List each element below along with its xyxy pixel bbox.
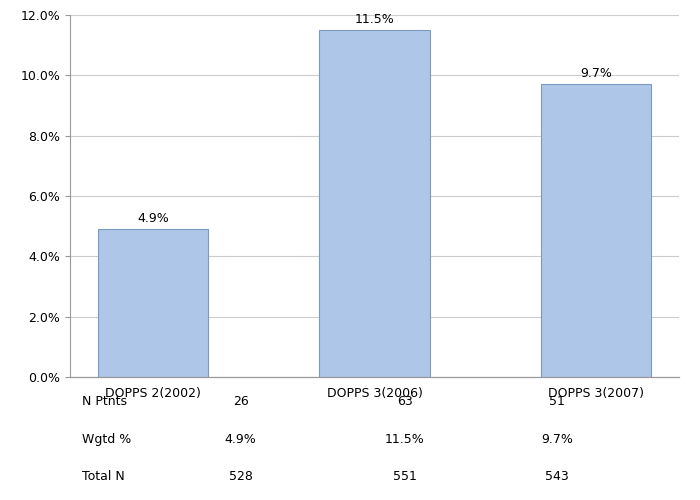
Bar [540,84,651,377]
Text: 26: 26 [232,396,248,408]
Text: 51: 51 [550,396,565,408]
Text: 11.5%: 11.5% [385,432,425,446]
Text: Total N: Total N [82,470,125,483]
Text: 11.5%: 11.5% [355,12,394,26]
Text: N Ptnts: N Ptnts [82,396,127,408]
Text: 528: 528 [229,470,253,483]
Text: 63: 63 [397,396,413,408]
Text: 9.7%: 9.7% [541,432,573,446]
Text: Wgtd %: Wgtd % [82,432,132,446]
Text: 543: 543 [545,470,569,483]
Text: 4.9%: 4.9% [137,212,169,224]
Text: 4.9%: 4.9% [225,432,256,446]
Bar [319,30,430,377]
Text: 9.7%: 9.7% [580,67,612,80]
Text: 551: 551 [393,470,417,483]
Bar [98,229,209,377]
